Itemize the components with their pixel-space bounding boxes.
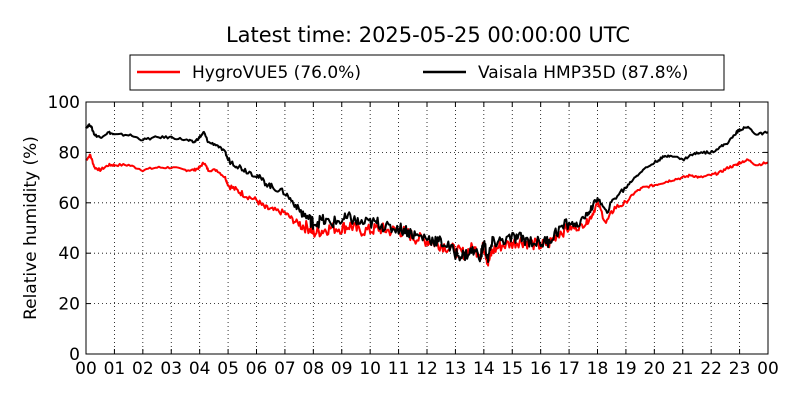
y-axis-label: Relative humidity (%) <box>21 136 41 320</box>
x-tick-label: 12 <box>416 359 438 379</box>
legend-label-vaisala: Vaisala HMP35D (87.8%) <box>478 63 688 83</box>
x-tick-label: 08 <box>303 359 325 379</box>
y-tick-label: 40 <box>58 244 80 264</box>
y-tick-label: 80 <box>58 143 80 163</box>
x-tick-label: 17 <box>558 359 580 379</box>
x-tick-label: 00 <box>757 359 779 379</box>
x-tick-label: 02 <box>132 359 154 379</box>
legend: HygroVUE5 (76.0%) Vaisala HMP35D (87.8%) <box>129 54 725 91</box>
y-tick-label: 100 <box>48 93 80 113</box>
plot-frame <box>85 101 769 355</box>
chart-title: Latest time: 2025-05-25 00:00:00 UTC <box>226 23 630 47</box>
x-tick-label: 15 <box>501 359 523 379</box>
x-tick-label: 14 <box>473 359 495 379</box>
series-layer <box>85 123 769 267</box>
y-tick-label: 20 <box>58 295 80 315</box>
y-tick-label: 60 <box>58 194 80 214</box>
x-tick-label: 10 <box>359 359 381 379</box>
x-tick-label: 20 <box>644 359 666 379</box>
x-tick-label: 09 <box>331 359 353 379</box>
tick-marks <box>85 101 769 355</box>
x-tick-label: 16 <box>530 359 552 379</box>
x-tick-label: 01 <box>104 359 126 379</box>
x-tick-label: 00 <box>75 359 97 379</box>
grid-lines <box>86 102 768 354</box>
x-tick-label: 19 <box>615 359 637 379</box>
x-tick-label: 07 <box>274 359 296 379</box>
x-tick-label: 06 <box>246 359 268 379</box>
x-tick-label: 04 <box>189 359 211 379</box>
x-tick-label: 22 <box>700 359 722 379</box>
x-tick-label: 23 <box>729 359 751 379</box>
x-tick-label: 11 <box>388 359 410 379</box>
series-line-vaisala <box>85 123 769 263</box>
tick-labels: 00 01 02 03 04 05 06 07 08 09 10 11 12 13 14 15 16 17 18 19… <box>48 93 779 379</box>
x-tick-label: 03 <box>160 359 182 379</box>
x-tick-label: 05 <box>217 359 239 379</box>
x-tick-label: 18 <box>587 359 609 379</box>
x-tick-label: 21 <box>672 359 694 379</box>
x-tick-label: 13 <box>445 359 467 379</box>
y-tick-label: 0 <box>69 345 80 365</box>
legend-label-hygrovue5: HygroVUE5 (76.0%) <box>192 63 361 83</box>
